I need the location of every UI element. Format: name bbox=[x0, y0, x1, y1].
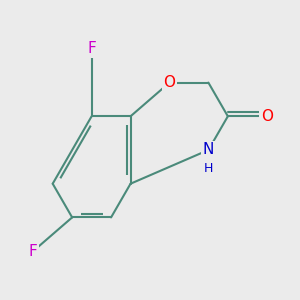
Text: N: N bbox=[203, 142, 214, 158]
Text: H: H bbox=[204, 162, 213, 176]
Text: O: O bbox=[261, 109, 273, 124]
Text: O: O bbox=[164, 75, 175, 90]
Text: F: F bbox=[29, 244, 38, 259]
Text: F: F bbox=[87, 41, 96, 56]
